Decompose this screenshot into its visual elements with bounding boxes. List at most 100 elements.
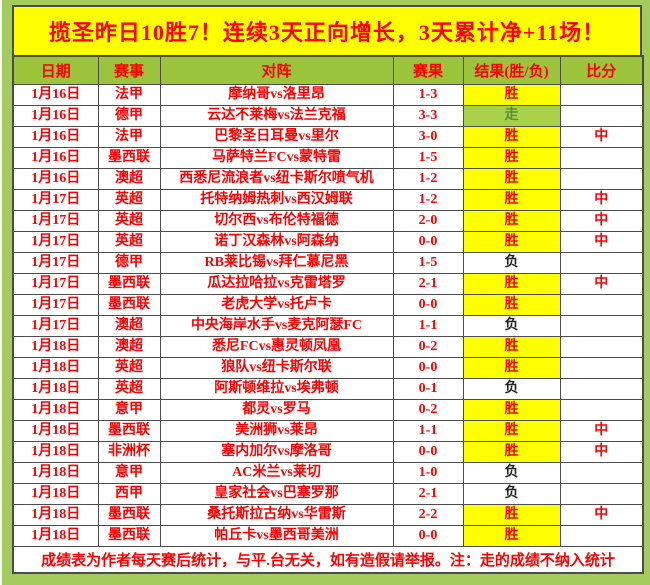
league-cell: 西甲 [97,483,161,505]
result-cell: 胜 [462,525,561,547]
footer-note: 成绩表为作者每天赛后统计，与平.台无关，如有造假请举报。注：走的成绩不纳入统计 [12,546,644,574]
league-cell: 德甲 [97,252,161,274]
result-cell: 胜 [462,147,561,169]
score-cell: 1-5 [392,147,464,169]
hit-cell: 中 [559,126,644,148]
league-cell: 澳超 [97,168,161,190]
match-cell: 巴黎圣日耳曼vs里尔 [159,126,394,148]
match-cell: 老虎大学vs托卢卡 [159,294,394,316]
result-cell: 胜 [462,189,561,211]
hit-cell [559,525,644,547]
results-table-head: 日期 赛事 对阵 赛果 结果(胜/负) 比分 [12,55,644,85]
score-cell: 2-1 [392,483,464,505]
league-cell: 墨西联 [97,147,161,169]
result-cell: 走 [462,105,561,127]
league-cell: 墨西联 [97,525,161,547]
result-cell: 胜 [462,504,561,526]
result-cell: 胜 [462,273,561,295]
result-cell: 胜 [462,294,561,316]
result-cell: 胜 [462,399,561,421]
league-cell: 英超 [97,210,161,232]
column-header-1: 赛事 [97,55,161,85]
match-cell: 诺丁汉森林vs阿森纳 [159,231,394,253]
result-cell: 负 [462,462,561,484]
promo-banner-text: 揽圣昨日10胜7！连续3天正向增长，3天累计净+11场！ [48,20,606,45]
match-cell: 狼队vs纽卡斯尔联 [159,357,394,379]
score-cell: 2-0 [392,210,464,232]
match-cell: AC米兰vs莱切 [159,462,394,484]
hit-cell: 中 [559,504,644,526]
result-cell: 胜 [462,441,561,463]
date-cell: 1月17日 [12,294,99,316]
league-cell: 德甲 [97,105,161,127]
match-cell: 阿斯顿维拉vs埃弗顿 [159,378,394,400]
table-row: 1月17日 英超 托特纳姆热刺vs西汉姆联 1-2 胜中 [12,189,644,211]
date-cell: 1月18日 [12,525,99,547]
table-row: 1月17日 英超 诺丁汉森林vs阿森纳 0-0 胜中 [12,231,644,253]
table-row: 1月18日 澳超 悉尼FCvs惠灵顿凤凰 0-2 胜 [12,336,644,358]
date-cell: 1月17日 [12,189,99,211]
result-cell: 负 [462,252,561,274]
hit-cell: 中 [559,210,644,232]
date-cell: 1月18日 [12,399,99,421]
hit-cell [559,357,644,379]
score-cell: 3-3 [392,105,464,127]
result-cell: 胜 [462,210,561,232]
match-cell: 皇家社会vs巴塞罗那 [159,483,394,505]
results-tbody: 1月16日 法甲 摩纳哥vs洛里昂 1-3 胜 1月16日 德甲 云达不莱梅vs法兰克福 3-3… [12,84,644,547]
league-cell: 墨西联 [97,420,161,442]
column-header-2: 对阵 [159,55,394,85]
table-row: 1月16日 墨西联 马萨特兰FCvs蒙特雷 1-5 胜 [12,147,644,169]
table-row: 1月16日 法甲 摩纳哥vs洛里昂 1-3 胜 [12,84,644,106]
hit-cell: 中 [559,189,644,211]
table-row: 1月18日 英超 狼队vs纽卡斯尔联 0-0 胜 [12,357,644,379]
date-cell: 1月18日 [12,504,99,526]
score-cell: 0-0 [392,231,464,253]
table-row: 1月17日 墨西联 老虎大学vs托卢卡 0-0 胜 [12,294,644,316]
league-cell: 英超 [97,378,161,400]
score-cell: 0-2 [392,336,464,358]
table-row: 1月18日 西甲 皇家社会vs巴塞罗那 2-1 负 [12,483,644,505]
date-cell: 1月16日 [12,84,99,106]
league-cell: 英超 [97,231,161,253]
column-header-0: 日期 [12,55,99,85]
date-cell: 1月18日 [12,357,99,379]
column-header-4: 结果(胜/负) [462,55,561,85]
score-cell: 0-2 [392,399,464,421]
league-cell: 意甲 [97,462,161,484]
match-cell: 切尔西vs布伦特福德 [159,210,394,232]
date-cell: 1月16日 [12,168,99,190]
date-cell: 1月17日 [12,315,99,337]
hit-cell [559,315,644,337]
result-cell: 胜 [462,168,561,190]
results-table: 日期 赛事 对阵 赛果 结果(胜/负) 比分 1月16日 法甲 摩纳哥vs洛里昂 1-3 胜 1月1… [12,55,644,574]
date-cell: 1月17日 [12,231,99,253]
hit-cell: 中 [559,273,644,295]
match-cell: 托特纳姆热刺vs西汉姆联 [159,189,394,211]
table-row: 1月18日 非洲杯 塞内加尔vs摩洛哥 0-0 胜中 [12,441,644,463]
hit-cell [559,294,644,316]
hit-cell [559,336,644,358]
hit-cell [559,84,644,106]
hit-cell: 中 [559,420,644,442]
score-cell: 3-0 [392,126,464,148]
table-row: 1月18日 英超 阿斯顿维拉vs埃弗顿 0-1 负 [12,378,644,400]
match-cell: 都灵vs罗马 [159,399,394,421]
league-cell: 英超 [97,189,161,211]
league-cell: 英超 [97,357,161,379]
date-cell: 1月17日 [12,252,99,274]
table-row: 1月18日 意甲 AC米兰vs莱切 1-0 负 [12,462,644,484]
table-row: 1月17日 澳超 中央海岸水手vs麦克阿瑟FC 1-1 负 [12,315,644,337]
date-cell: 1月16日 [12,147,99,169]
result-cell: 胜 [462,420,561,442]
score-cell: 0-1 [392,378,464,400]
hit-cell [559,147,644,169]
date-cell: 1月18日 [12,336,99,358]
hit-cell: 中 [559,231,644,253]
promo-banner: 揽圣昨日10胜7！连续3天正向增长，3天累计净+11场！ [12,5,642,55]
score-cell: 0-0 [392,525,464,547]
league-cell: 墨西联 [97,273,161,295]
score-cell: 1-1 [392,420,464,442]
match-cell: 帕丘卡vs墨西哥美洲 [159,525,394,547]
